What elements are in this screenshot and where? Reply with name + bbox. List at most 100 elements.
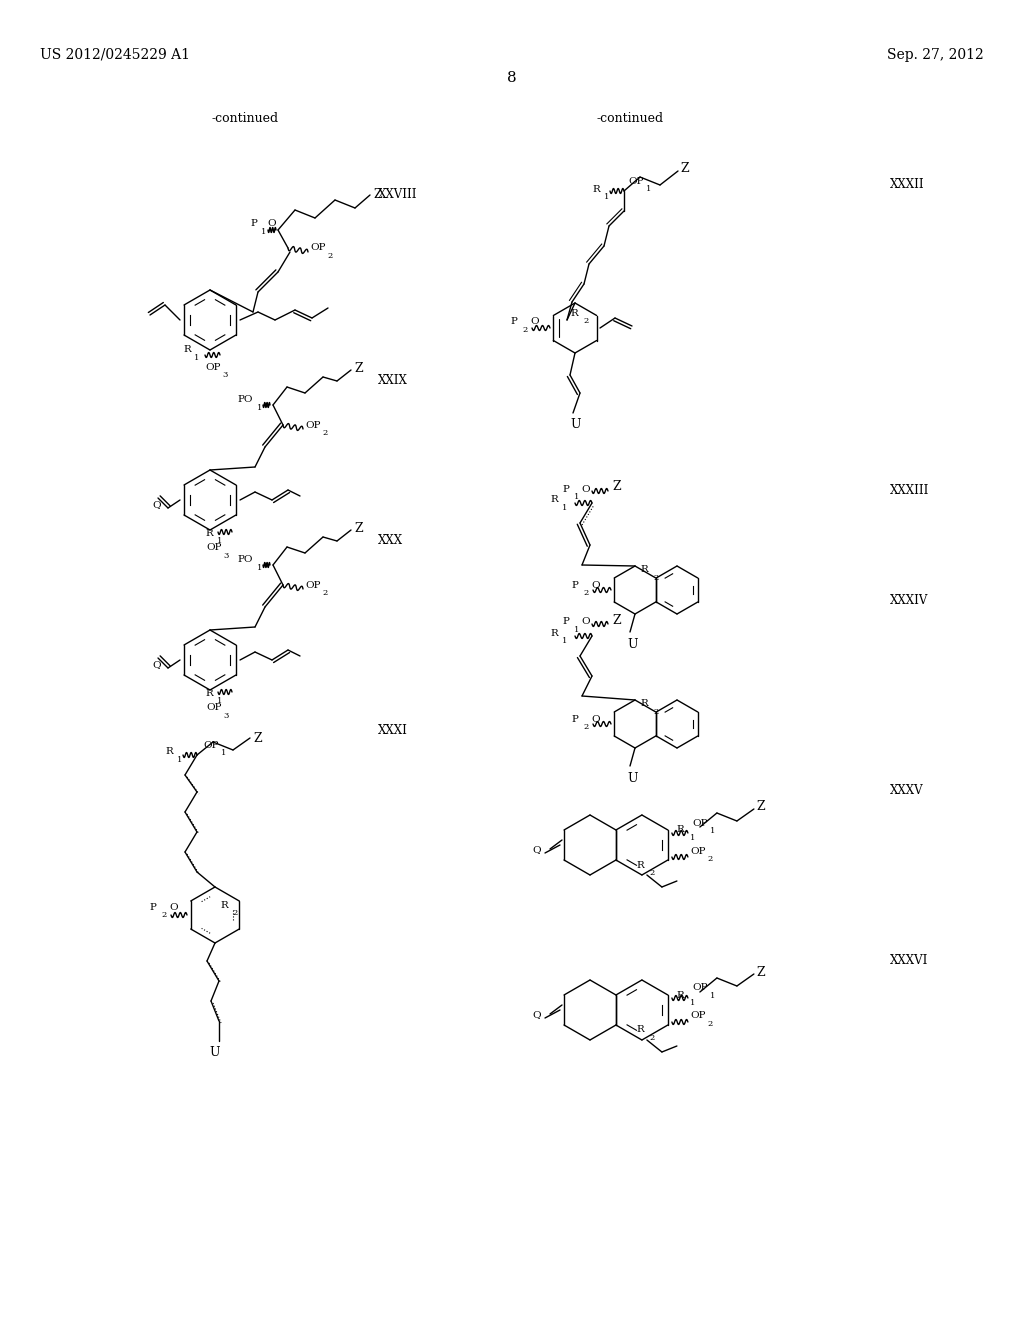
Text: 2: 2 (322, 429, 328, 437)
Text: 1: 1 (604, 193, 609, 201)
Text: Z: Z (680, 162, 688, 176)
Text: P: P (250, 219, 257, 228)
Text: P: P (571, 581, 578, 590)
Text: 1: 1 (257, 404, 262, 412)
Text: Q: Q (152, 500, 161, 510)
Text: Sep. 27, 2012: Sep. 27, 2012 (887, 48, 984, 62)
Text: P: P (571, 714, 578, 723)
Text: Q: Q (152, 660, 161, 669)
Text: 2: 2 (653, 574, 658, 582)
Text: OP: OP (305, 421, 321, 429)
Text: R: R (677, 990, 685, 999)
Text: O: O (267, 219, 275, 228)
Text: R: R (570, 309, 578, 318)
Text: OP: OP (690, 1011, 706, 1020)
Text: 2: 2 (650, 869, 655, 876)
Text: U: U (570, 418, 581, 432)
Text: XXXVI: XXXVI (890, 953, 929, 966)
Text: O: O (581, 484, 590, 494)
Text: 1: 1 (257, 564, 262, 572)
Text: OP: OP (628, 177, 643, 186)
Text: R: R (220, 900, 227, 909)
Text: Z: Z (354, 362, 362, 375)
Text: P: P (562, 484, 569, 494)
Text: Z: Z (757, 800, 766, 813)
Text: U: U (627, 638, 638, 651)
Text: 2: 2 (708, 1020, 713, 1028)
Text: R: R (205, 689, 213, 697)
Text: O: O (530, 318, 539, 326)
Text: -continued: -continued (211, 111, 279, 124)
Text: OP: OP (205, 363, 220, 371)
Text: 3: 3 (222, 371, 227, 379)
Text: R: R (677, 825, 685, 834)
Text: 2: 2 (232, 909, 238, 917)
Text: OP: OP (690, 846, 706, 855)
Text: OP: OP (692, 818, 708, 828)
Text: R: R (640, 700, 648, 709)
Text: 1: 1 (710, 993, 716, 1001)
Text: 1: 1 (562, 504, 567, 512)
Text: 2: 2 (583, 589, 588, 597)
Text: R: R (205, 528, 213, 537)
Text: OP: OP (203, 741, 218, 750)
Text: Z: Z (354, 521, 362, 535)
Text: 1: 1 (221, 748, 226, 756)
Text: 1: 1 (710, 828, 716, 836)
Text: R: R (640, 565, 648, 574)
Text: 3: 3 (223, 711, 228, 719)
Text: XXIX: XXIX (378, 374, 408, 387)
Text: OP: OP (305, 581, 321, 590)
Text: XXX: XXX (378, 533, 403, 546)
Text: 1: 1 (217, 697, 222, 705)
Text: 2: 2 (522, 326, 527, 334)
Text: US 2012/0245229 A1: US 2012/0245229 A1 (40, 48, 190, 62)
Text: R: R (550, 628, 558, 638)
Text: OP: OP (310, 243, 326, 252)
Text: 1: 1 (574, 626, 580, 634)
Text: OP: OP (206, 544, 221, 553)
Text: 2: 2 (161, 911, 166, 919)
Text: XXVIII: XXVIII (378, 189, 418, 202)
Text: Z: Z (612, 480, 621, 494)
Text: P: P (562, 618, 569, 627)
Text: R: R (183, 346, 190, 355)
Text: O: O (581, 618, 590, 627)
Text: 2: 2 (583, 723, 588, 731)
Text: P: P (510, 318, 517, 326)
Text: 1: 1 (217, 537, 222, 545)
Text: 2: 2 (653, 708, 658, 715)
Text: 1: 1 (562, 638, 567, 645)
Text: O: O (169, 903, 177, 912)
Text: Z: Z (373, 189, 382, 202)
Text: 1: 1 (646, 185, 651, 193)
Text: Q: Q (532, 846, 541, 854)
Text: -continued: -continued (596, 111, 664, 124)
Text: XXXIII: XXXIII (890, 483, 930, 496)
Text: 2: 2 (327, 252, 332, 260)
Text: 2: 2 (650, 1034, 655, 1041)
Text: Q: Q (532, 1011, 541, 1019)
Text: R: R (592, 185, 600, 194)
Text: 1: 1 (261, 228, 266, 236)
Text: O: O (591, 714, 600, 723)
Text: OP: OP (692, 983, 708, 993)
Text: Z: Z (253, 731, 261, 744)
Text: Z: Z (757, 965, 766, 978)
Text: 2: 2 (708, 855, 713, 863)
Text: U: U (210, 1047, 220, 1060)
Text: R: R (637, 861, 645, 870)
Text: 3: 3 (223, 552, 228, 560)
Text: Z: Z (612, 614, 621, 627)
Text: 2: 2 (583, 317, 588, 325)
Text: XXXI: XXXI (378, 723, 408, 737)
Text: XXXV: XXXV (890, 784, 924, 796)
Text: R: R (637, 1026, 645, 1035)
Text: U: U (627, 771, 638, 784)
Text: 1: 1 (194, 354, 200, 362)
Text: 1: 1 (177, 756, 182, 764)
Text: R: R (550, 495, 558, 504)
Text: 2: 2 (322, 589, 328, 597)
Text: 1: 1 (690, 999, 695, 1007)
Text: PO: PO (237, 556, 253, 565)
